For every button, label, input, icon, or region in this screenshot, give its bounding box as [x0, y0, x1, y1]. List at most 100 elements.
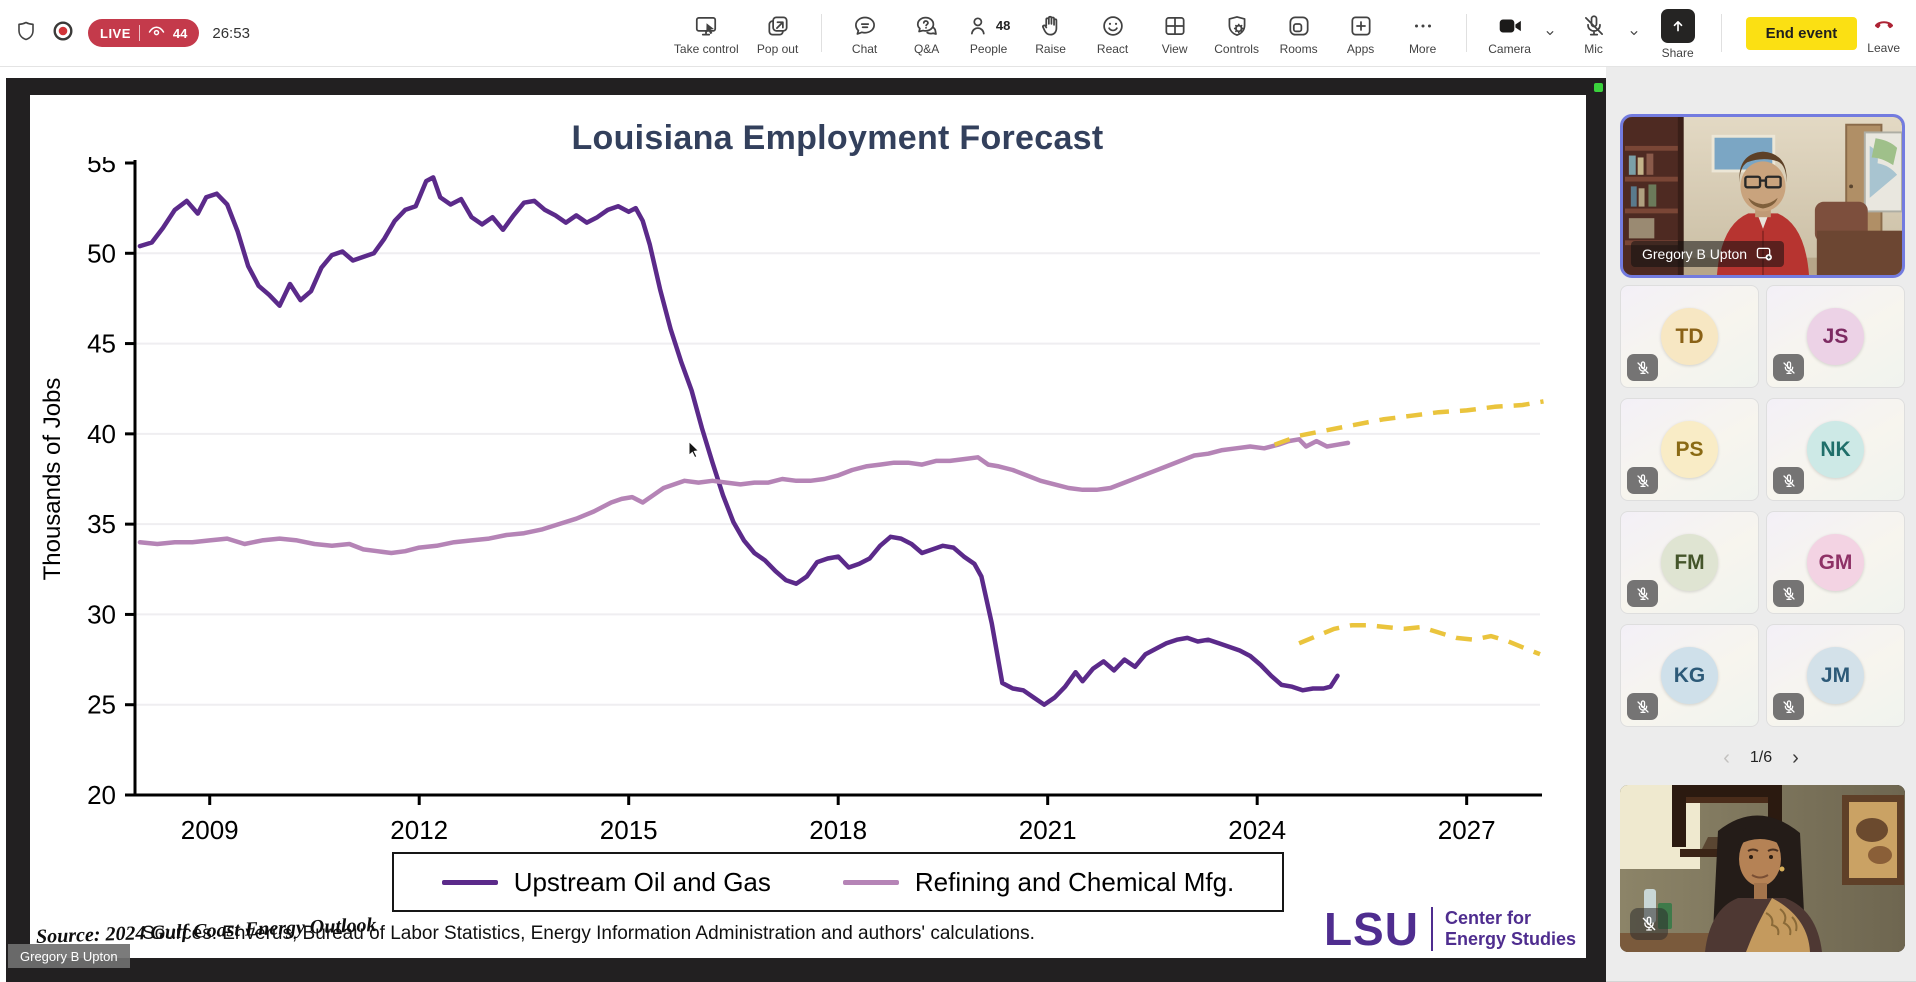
- toolbar-label: View: [1161, 41, 1188, 56]
- share-active-indicator: [1594, 83, 1603, 92]
- mic-off-icon: [1581, 13, 1607, 39]
- avatar: JS: [1807, 308, 1864, 365]
- participant-tile-nk[interactable]: NK: [1766, 398, 1905, 501]
- live-label: LIVE: [100, 25, 131, 41]
- svg-text:2012: 2012: [390, 815, 448, 845]
- svg-text:2024: 2024: [1228, 815, 1286, 845]
- more-icon: [1410, 13, 1436, 39]
- svg-text:2018: 2018: [809, 815, 867, 845]
- avatar: TD: [1661, 308, 1718, 365]
- mic-muted-badge: [1630, 908, 1668, 940]
- toolbar-divider: [820, 14, 822, 52]
- take-control-icon: [693, 13, 719, 39]
- svg-text:2015: 2015: [600, 815, 658, 845]
- refining-line-swatch: [842, 879, 899, 885]
- lsu-wordmark: LSU: [1323, 903, 1419, 955]
- toolbar-camera-button[interactable]: Camera: [1481, 2, 1539, 64]
- logo-subtitle: Center for Energy Studies: [1444, 908, 1576, 949]
- toolbar-share-button[interactable]: Share: [1649, 2, 1707, 64]
- toolbar-raise-button[interactable]: Raise: [1022, 2, 1080, 64]
- attendee-video-tile[interactable]: [1620, 785, 1905, 952]
- employment-forecast-chart: 20 25 30 35 40 45 50 55 2009 2012 2015 2018 2021 2024…: [39, 157, 1544, 845]
- toolbar-rooms-button[interactable]: Rooms: [1270, 2, 1328, 64]
- people-icon: [967, 13, 993, 39]
- participant-tile-gm[interactable]: GM: [1766, 511, 1905, 614]
- svg-text:2021: 2021: [1019, 815, 1077, 845]
- pagination-next-chevron[interactable]: ›: [1792, 746, 1799, 769]
- svg-text:50: 50: [87, 238, 116, 268]
- share-icon: [1660, 8, 1695, 43]
- react-icon: [1100, 13, 1126, 39]
- toolbar-people-button[interactable]: 48 People: [960, 2, 1018, 64]
- avatar: FM: [1661, 534, 1718, 591]
- avatar: NK: [1807, 421, 1864, 478]
- leave-button[interactable]: Leave: [1867, 12, 1900, 55]
- toolbar-take-control-button[interactable]: Take control: [668, 2, 745, 64]
- end-event-button[interactable]: End event: [1745, 16, 1858, 50]
- toolbar-label: Apps: [1346, 41, 1375, 56]
- lsu-logo: LSU Center for Energy Studies: [1324, 906, 1576, 952]
- toolbar-more-button[interactable]: More: [1394, 2, 1452, 64]
- toolbar-pop-out-button[interactable]: Pop out: [749, 2, 807, 64]
- participant-tile-fm[interactable]: FM: [1620, 511, 1759, 614]
- mouse-cursor: [687, 440, 703, 465]
- avatar: KG: [1661, 647, 1718, 704]
- spotlight-video-tile[interactable]: Gregory B Upton: [1620, 114, 1905, 278]
- rooms-icon: [1286, 13, 1312, 39]
- mic-muted-badge: [1627, 693, 1658, 720]
- participant-grid: TD JS PS NK FM GM KG JM: [1620, 285, 1905, 727]
- mic-muted-badge: [1773, 580, 1804, 607]
- attendee-video-thumbnail: [1620, 785, 1905, 952]
- viewer-count: 44: [172, 25, 188, 41]
- toolbar-label: Share: [1661, 45, 1694, 60]
- toolbar-qa-button[interactable]: Q&A: [898, 2, 956, 64]
- apps-icon: [1348, 13, 1374, 39]
- svg-text:25: 25: [87, 690, 116, 720]
- participant-tile-js[interactable]: JS: [1766, 285, 1905, 388]
- svg-text:20: 20: [87, 780, 116, 810]
- shield-icon: [14, 19, 38, 48]
- toolbar-label: People: [969, 41, 1008, 56]
- toolbar-chat-button[interactable]: Chat: [836, 2, 894, 64]
- camera-icon: [1497, 13, 1523, 39]
- pagination-label: 1/6: [1749, 749, 1773, 766]
- toolbar-label: Rooms: [1279, 41, 1318, 56]
- toolbar-view-button[interactable]: View: [1146, 2, 1204, 64]
- toolbar-label: Q&A: [913, 41, 940, 56]
- chart-legend: Upstream Oil and Gas Refining and Chemic…: [392, 852, 1284, 912]
- live-divider: [138, 25, 140, 41]
- toolbar-camera-options-chevron[interactable]: [1539, 2, 1561, 64]
- mic-muted-badge: [1773, 467, 1804, 494]
- presenting-icon: [1756, 246, 1773, 262]
- toolbar-apps-button[interactable]: Apps: [1332, 2, 1390, 64]
- controls-icon: [1224, 13, 1250, 39]
- toolbar-mic-off-options-chevron[interactable]: [1623, 2, 1645, 64]
- pagination-prev-chevron[interactable]: ‹: [1723, 746, 1730, 769]
- presenter-name-overlay: Gregory B Upton: [8, 944, 130, 968]
- meeting-toolbar: LIVE 44 26:53 Take control Pop out Chat Q&A…: [0, 0, 1916, 67]
- mic-muted-badge: [1773, 354, 1804, 381]
- toolbar-label: Chat: [851, 41, 878, 56]
- toolbar-label: Controls: [1214, 41, 1259, 56]
- qa-icon: [914, 13, 940, 39]
- sources-note: Sources: Enverus, Bureau of Labor Statis…: [142, 923, 1035, 944]
- participant-tile-jm[interactable]: JM: [1766, 624, 1905, 727]
- svg-text:2027: 2027: [1438, 815, 1496, 845]
- upstream-line-swatch: [441, 879, 498, 885]
- participant-tile-td[interactable]: TD: [1620, 285, 1759, 388]
- svg-text:35: 35: [87, 509, 116, 539]
- legend-item-refining: Refining and Chemical Mfg.: [842, 867, 1234, 898]
- toolbar-mic-off-button[interactable]: Mic: [1565, 2, 1623, 64]
- participant-tile-kg[interactable]: KG: [1620, 624, 1759, 727]
- live-badge: LIVE 44: [88, 19, 200, 47]
- toolbar-divider: [1465, 14, 1467, 52]
- mic-muted-badge: [1627, 580, 1658, 607]
- toolbar-controls-button[interactable]: Controls: [1208, 2, 1266, 64]
- svg-text:Thousands of Jobs: Thousands of Jobs: [39, 378, 66, 581]
- mic-muted-badge: [1627, 354, 1658, 381]
- mic-muted-badge: [1627, 467, 1658, 494]
- screen-share-region: Louisiana Employment Forecast 20 25 30 35 40…: [6, 78, 1606, 982]
- participant-tile-ps[interactable]: PS: [1620, 398, 1759, 501]
- people-count-badge: 48: [995, 18, 1011, 33]
- toolbar-react-button[interactable]: React: [1084, 2, 1142, 64]
